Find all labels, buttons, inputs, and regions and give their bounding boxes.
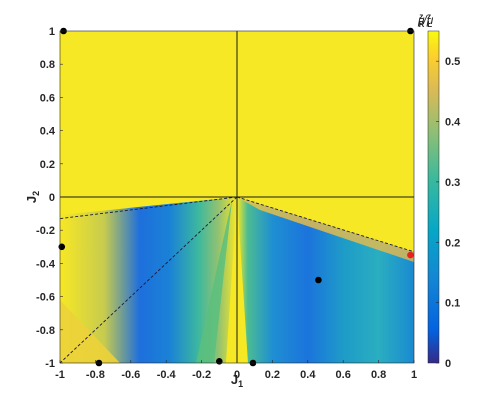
colorbar-tick-label-0: 0.5 [445, 56, 460, 68]
x-tick-label-6: 0.2 [265, 369, 280, 381]
phase-boundary-lines [59, 31, 415, 364]
colorbar-label-num-sup: z [419, 12, 423, 21]
colorbar-label-num: μ [417, 13, 425, 27]
marker-point-3 [407, 251, 414, 259]
y-tick-label-1: 0.8 [40, 59, 55, 71]
y-tick-label-7: -0.4 [36, 258, 56, 270]
y-tick-label-9: -0.8 [36, 325, 55, 337]
dashed-line-2 [59, 196, 238, 364]
x-tick-label-3: -0.4 [157, 369, 177, 381]
marker-point-2 [58, 243, 66, 251]
y-tick-label-2: 0.6 [40, 92, 55, 104]
y-axis-label: J2 [24, 191, 41, 203]
x-tick-label-9: 0.8 [371, 369, 386, 381]
colorbar-ticks: 0.5 0.4 0.3 0.2 0.1 0 [436, 56, 461, 370]
y-axis-label-main: J [24, 196, 39, 203]
x-tick-label-5: 0 [234, 369, 240, 381]
colorbar-tick-label-4: 0.1 [445, 298, 460, 310]
x-axis-ticks: -1 -0.8 -0.6 -0.4 -0.2 0 0.2 0.4 0.6 0.8 1 [55, 360, 417, 381]
heatmap-right-edge-band [237, 197, 414, 262]
x-tick-label-10: 1 [411, 369, 417, 381]
y-tick-label-3: 0.4 [40, 126, 56, 138]
x-tick-label-1: -0.8 [86, 369, 105, 381]
colorbar-tick-label-1: 0.4 [445, 117, 461, 129]
y-axis-ticks: 1 0.8 0.6 0.4 0.2 0 -0.2 -0.4 -0.6 -0.8 -1 [36, 26, 63, 370]
marker-point-4 [315, 276, 322, 284]
marker-point-6 [216, 358, 223, 365]
x-tick-label-7: 0.4 [300, 369, 316, 381]
y-axis-label-sub: 2 [31, 191, 41, 196]
colorbar-label: μRz/μLz [417, 12, 434, 29]
x-axis-label-sub: 1 [238, 379, 243, 389]
colorbar-label-slash: / [422, 13, 428, 27]
x-tick-label-4: -0.2 [192, 369, 211, 381]
x-tick-label-0: -1 [55, 369, 65, 381]
y-tick-label-6: -0.2 [36, 225, 55, 237]
x-tick-label-8: 0.6 [336, 369, 351, 381]
y-tick-label-4: 0.2 [40, 159, 55, 171]
colorbar-label-num-sub: R [419, 20, 425, 29]
y-tick-label-8: -0.6 [36, 292, 55, 304]
dashed-line-1 [236, 196, 415, 253]
colorbar [427, 30, 440, 364]
y-tick-label-5: 0 [49, 192, 55, 204]
x-axis-label-main: J [231, 372, 238, 387]
y-tick-label-10: -1 [45, 358, 55, 370]
colorbar-label-den-sub: L [427, 20, 432, 29]
x-tick-label-2: -0.6 [121, 369, 140, 381]
heatmap-left-strip [196, 200, 232, 363]
colorbar-label-den: μ [426, 13, 434, 27]
y-tick-label-0: 1 [49, 26, 55, 38]
x-axis-label: J1 [231, 372, 243, 389]
colorbar-tick-label-3: 0.2 [445, 237, 460, 249]
colorbar-tick-label-2: 0.3 [445, 177, 460, 189]
colorbar-label-den-sup: z [427, 12, 431, 21]
colorbar-tick-label-5: 0 [445, 358, 451, 370]
heatmap-bottom-left-triangle [60, 300, 120, 363]
